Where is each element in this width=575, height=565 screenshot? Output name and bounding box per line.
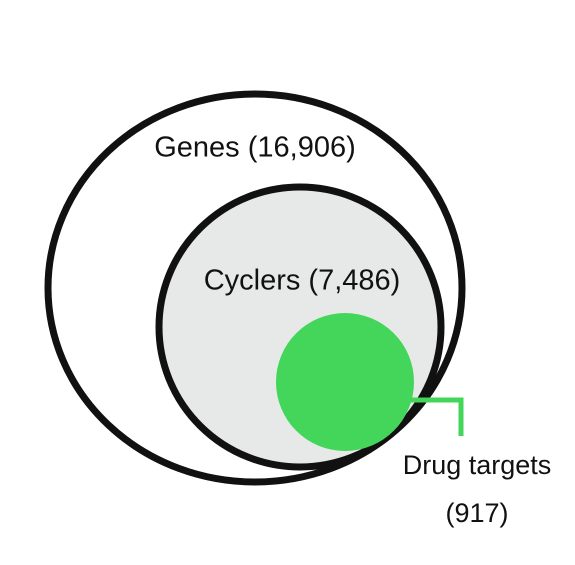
drug-targets-label: Drug targets xyxy=(403,450,552,480)
drug-targets-circle xyxy=(276,313,414,451)
drug-targets-count: (917) xyxy=(445,498,508,528)
connector-line xyxy=(405,397,464,436)
genes-label: Genes (16,906) xyxy=(154,132,356,164)
cyclers-label: Cyclers (7,486) xyxy=(204,265,401,297)
